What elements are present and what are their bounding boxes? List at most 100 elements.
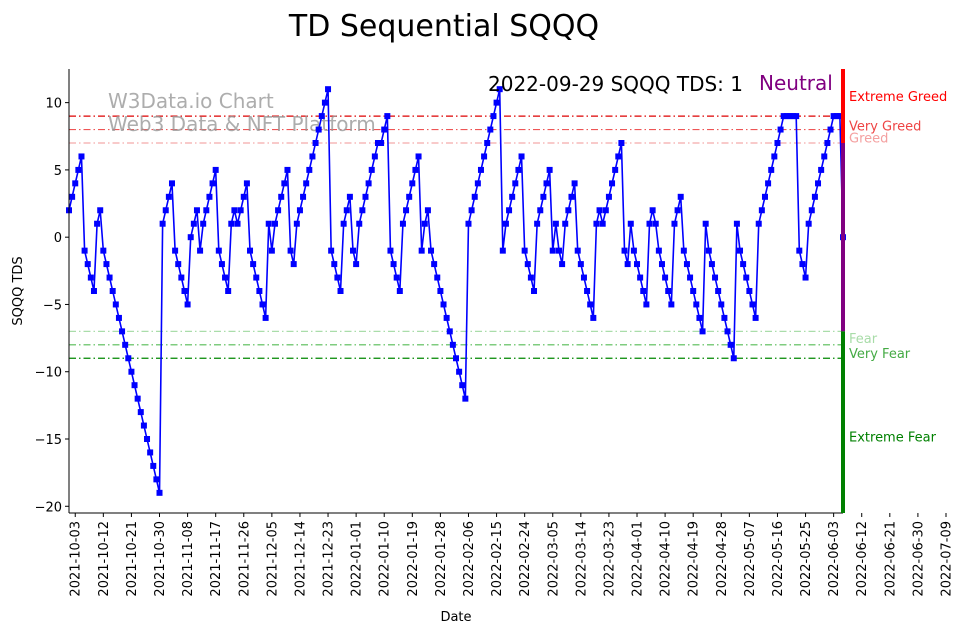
- threshold-lines: [69, 115, 843, 359]
- data-point-226: [771, 153, 778, 160]
- data-point-18: [122, 341, 129, 348]
- data-point-116: [428, 247, 435, 254]
- x-tick-label-24: 2022-05-07: [743, 521, 758, 597]
- data-point-15: [112, 301, 119, 308]
- data-point-232: [790, 113, 797, 120]
- data-point-83: [325, 86, 332, 93]
- zone-label-2: Greed: [849, 132, 888, 147]
- data-point-43: [200, 220, 207, 227]
- data-point-135: [487, 126, 494, 133]
- data-point-206: [708, 261, 715, 268]
- data-point-165: [580, 274, 587, 281]
- data-point-139: [499, 247, 506, 254]
- data-point-117: [431, 261, 438, 268]
- data-point-151: [537, 207, 544, 214]
- data-point-14: [109, 288, 116, 294]
- data-point-160: [565, 207, 572, 214]
- data-point-8: [90, 288, 97, 294]
- data-point-186: [646, 220, 653, 227]
- zone-label-1: Very Greed: [849, 120, 921, 135]
- data-point-107: [399, 220, 406, 227]
- data-point-55: [237, 207, 244, 214]
- data-point-140: [502, 220, 509, 227]
- data-point-81: [318, 113, 325, 120]
- x-tick-label-20: 2022-04-01: [631, 521, 646, 597]
- data-point-119: [437, 288, 444, 294]
- data-point-118: [434, 274, 441, 281]
- data-point-246: [833, 113, 840, 120]
- data-point-72: [290, 261, 297, 268]
- data-point-137: [493, 99, 500, 106]
- data-point-31: [162, 207, 169, 214]
- data-point-150: [534, 220, 541, 227]
- data-point-47: [212, 166, 219, 173]
- data-point-138: [496, 86, 503, 93]
- data-point-177: [618, 140, 625, 146]
- y-ticks: −20 −15 −10 −5 0 5 10: [35, 97, 69, 515]
- data-point-132: [477, 166, 484, 173]
- x-tick-label-11: 2022-01-10: [378, 521, 393, 597]
- data-point-200: [690, 288, 697, 294]
- data-point-48: [215, 247, 222, 254]
- data-point-70: [284, 166, 291, 173]
- data-point-231: [786, 113, 793, 120]
- data-point-191: [662, 274, 669, 281]
- data-point-76: [303, 180, 310, 187]
- data-point-163: [574, 247, 581, 254]
- zone-label-4: Very Fear: [849, 347, 911, 362]
- x-tick-label-7: 2021-12-05: [265, 521, 280, 597]
- data-point-219: [749, 301, 756, 308]
- data-point-21: [131, 382, 138, 389]
- data-point-216: [740, 261, 747, 268]
- data-point-90: [346, 193, 353, 200]
- data-point-190: [658, 261, 665, 268]
- data-point-173: [605, 193, 612, 200]
- data-point-208: [715, 288, 722, 294]
- data-point-244: [827, 126, 834, 133]
- side-bar-segment-0: [841, 69, 845, 143]
- data-point-237: [805, 220, 812, 227]
- data-point-130: [471, 193, 478, 200]
- y-tick-label-2: −10: [35, 366, 62, 381]
- data-point-155: [549, 247, 556, 254]
- data-point-23: [137, 409, 144, 416]
- x-tick-label-1: 2021-10-12: [97, 521, 112, 597]
- data-point-187: [649, 207, 656, 214]
- data-point-157: [555, 247, 562, 254]
- data-point-121: [443, 314, 450, 321]
- data-point-223: [761, 193, 768, 200]
- data-point-227: [774, 140, 781, 146]
- data-point-134: [484, 140, 491, 146]
- sentiment-side-bar: [841, 69, 845, 513]
- x-tick-label-13: 2022-01-28: [434, 521, 449, 597]
- data-point-58: [247, 247, 254, 254]
- data-point-185: [643, 301, 650, 308]
- data-point-209: [718, 301, 725, 308]
- y-tick-label-0: −20: [35, 500, 62, 515]
- data-point-164: [577, 261, 584, 268]
- x-tick-label-9: 2021-12-23: [322, 521, 337, 597]
- data-point-153: [543, 180, 550, 187]
- data-point-95: [362, 193, 369, 200]
- data-point-68: [278, 193, 285, 200]
- data-point-28: [153, 476, 160, 483]
- data-point-4: [78, 153, 85, 160]
- x-tick-label-14: 2022-02-06: [462, 521, 477, 597]
- data-point-152: [540, 193, 547, 200]
- data-point-241: [818, 166, 825, 173]
- data-point-57: [243, 180, 250, 187]
- data-point-129: [468, 207, 475, 214]
- data-point-56: [240, 193, 247, 200]
- data-point-25: [144, 436, 151, 442]
- data-point-218: [746, 288, 753, 294]
- data-point-50: [222, 274, 229, 281]
- data-point-99: [374, 140, 381, 146]
- data-point-111: [412, 166, 419, 173]
- data-point-61: [256, 288, 263, 294]
- data-point-73: [293, 220, 300, 227]
- data-point-98: [371, 153, 378, 160]
- x-tick-label-2: 2021-10-21: [125, 521, 140, 597]
- data-point-213: [730, 355, 737, 362]
